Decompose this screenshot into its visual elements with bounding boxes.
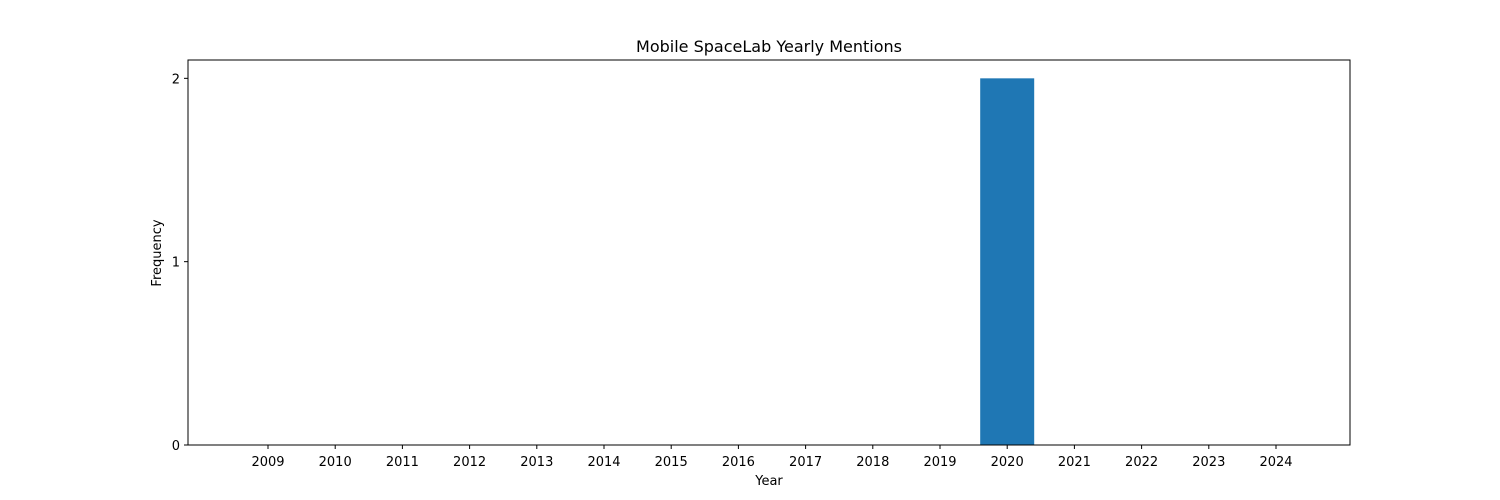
x-axis-ticks: 2009 2010 2011 2012 2013 2014 2015 2016 2017 2018…	[251, 445, 1293, 470]
x-tick-label: 2013	[520, 455, 553, 470]
x-tick-label: 2010	[319, 455, 352, 470]
y-tick-label: 2	[172, 72, 180, 87]
x-tick-label: 2016	[722, 455, 755, 470]
x-tick-label: 2018	[856, 455, 889, 470]
y-axis-ticks: 0 1 2	[172, 72, 188, 454]
x-tick-label: 2009	[251, 455, 284, 470]
plot-area: 2009 2010 2011 2012 2013 2014 2015 2016 2017 2018…	[172, 59, 1351, 470]
y-tick-label: 0	[172, 439, 180, 454]
chart-title: Mobile SpaceLab Yearly Mentions	[636, 37, 902, 56]
x-tick-label: 2012	[453, 455, 486, 470]
x-tick-label: 2019	[923, 455, 956, 470]
x-tick-label: 2011	[386, 455, 419, 470]
x-tick-label: 2017	[789, 455, 822, 470]
y-axis-label: Frequency	[150, 219, 165, 286]
bar-2020	[980, 78, 1035, 445]
x-tick-label: 2024	[1259, 455, 1292, 470]
x-axis-label: Year	[754, 474, 783, 489]
x-tick-label: 2020	[991, 455, 1024, 470]
x-tick-label: 2023	[1192, 455, 1225, 470]
plot-frame	[187, 59, 1351, 446]
bars	[980, 78, 1035, 445]
y-tick-label: 1	[172, 256, 180, 271]
x-tick-label: 2014	[587, 455, 620, 470]
x-tick-label: 2015	[655, 455, 688, 470]
x-tick-label: 2022	[1125, 455, 1158, 470]
x-tick-label: 2021	[1058, 455, 1091, 470]
